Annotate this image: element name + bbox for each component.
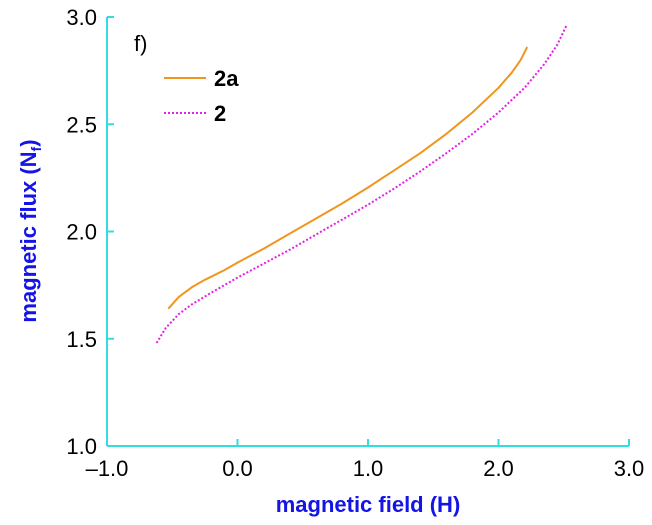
- legend-label-2a: 2a: [214, 66, 239, 91]
- y-axis-title-subscript: f: [28, 146, 44, 151]
- y-tick-label: 1.5: [66, 327, 97, 352]
- series-line-2a: [167, 46, 529, 310]
- x-tick-label: 1.0: [353, 456, 384, 481]
- y-axis-title-main: magnetic flux (N: [16, 151, 41, 322]
- x-tick-label: 2.0: [483, 456, 514, 481]
- x-tick-label: 3.0: [614, 456, 645, 481]
- legend-label-2: 2: [214, 101, 226, 126]
- panel-label: f): [134, 31, 147, 56]
- series-line-2: [155, 25, 568, 344]
- y-tick-label: 2.0: [66, 220, 97, 245]
- y-axis-title-close: ): [16, 139, 41, 146]
- y-tick-label: 2.5: [66, 112, 97, 137]
- x-axis-title: magnetic field (H): [276, 492, 461, 517]
- legend: 2a 2: [164, 66, 239, 126]
- x-tick-label: –1.0: [86, 456, 129, 481]
- series-layer: [155, 25, 568, 344]
- x-tick-label: 0.0: [222, 456, 253, 481]
- y-tick-label: 3.0: [66, 5, 97, 30]
- axes: –1.0 0.0 1.0 2.0 3.0 1.0 1.5 2.0 2.5 3.0: [66, 5, 644, 481]
- y-tick-label: 1.0: [66, 434, 97, 459]
- y-axis-title: magnetic flux (Nf): [16, 139, 44, 322]
